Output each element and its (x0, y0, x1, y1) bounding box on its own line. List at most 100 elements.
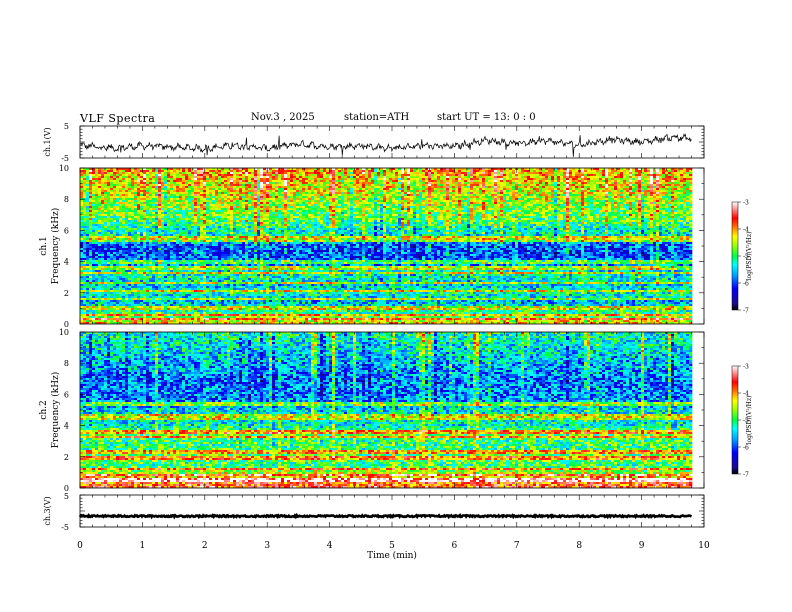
spectrogram-cell (143, 174, 147, 177)
spectrogram-cell (191, 208, 195, 211)
spectrogram-cell (563, 208, 567, 211)
spectrogram-cell (581, 168, 585, 171)
spectrogram-cell (113, 186, 117, 189)
spectrogram-cell (473, 208, 477, 211)
spectrogram-cell (122, 196, 126, 199)
spectrogram-cell (149, 182, 153, 185)
spectrogram-cell (206, 214, 210, 217)
spectrogram-cell (632, 170, 636, 173)
spectrogram-cell (299, 206, 303, 209)
spectrogram-cell (596, 188, 600, 191)
spectrogram-cell (350, 170, 354, 173)
spectrogram-cell (290, 198, 294, 201)
spectrogram-cell (467, 192, 471, 195)
spectrogram-cell (290, 174, 294, 177)
spectrogram-cell (236, 210, 240, 213)
spectrogram-cell (158, 184, 162, 187)
spectrogram-cell (284, 204, 288, 207)
spectrogram-cell (374, 198, 378, 201)
spectrogram-cell (500, 210, 504, 213)
spectrogram-cell (335, 200, 339, 203)
spectrogram-cell (383, 176, 387, 179)
spectrogram-cell (290, 182, 294, 185)
spectrogram-cell (416, 186, 420, 189)
spectrogram-cell (650, 208, 654, 211)
spectrogram-cell (353, 198, 357, 201)
spectrogram-cell (617, 190, 621, 193)
spectrogram-cell (371, 188, 375, 191)
spectrogram-cell (341, 186, 345, 189)
spectrogram-cell (191, 180, 195, 183)
spectrogram-cell (161, 168, 165, 171)
spectrogram-cell (272, 198, 276, 201)
spectrogram-cell (473, 180, 477, 183)
spectrogram-cell (275, 180, 279, 183)
spectrogram-cell (677, 204, 681, 207)
spectrogram-cell (110, 208, 114, 211)
spectrogram-cell (113, 188, 117, 191)
spectrogram-cell (629, 186, 633, 189)
spectrogram-cell (578, 168, 582, 171)
spectrogram-cell (341, 194, 345, 197)
spectrogram-cell (551, 168, 555, 171)
spectrogram-cell (80, 186, 84, 189)
spectrogram-cell (170, 200, 174, 203)
spectrogram-cell (173, 174, 177, 177)
spectrogram-cell (380, 184, 384, 187)
spectrogram-cell (410, 194, 414, 197)
spectrogram-cell (566, 188, 570, 191)
spectrogram-cell (479, 178, 483, 181)
spectrogram-cell (458, 210, 462, 213)
spectrogram-cell (410, 208, 414, 211)
spectrogram-cell (359, 210, 363, 213)
spectrogram-cell (542, 196, 546, 199)
spectrogram-cell (599, 174, 603, 177)
spectrogram-cell (428, 208, 432, 211)
spectrogram-cell (668, 198, 672, 201)
spectrogram-cell (494, 184, 498, 187)
spectrogram-cell (689, 182, 693, 185)
spectrogram-cell (539, 210, 543, 213)
spectrogram-cell (347, 182, 351, 185)
spectrogram-cell (182, 196, 186, 199)
spectrogram-cell (491, 172, 495, 175)
spectrogram-cell (569, 186, 573, 189)
spectrogram-cell (518, 168, 522, 171)
spectrogram-cell (383, 204, 387, 207)
spectrogram-cell (128, 170, 132, 173)
spectrogram-cell (158, 170, 162, 173)
spectrogram-cell (437, 182, 441, 185)
spectrogram-cell (401, 204, 405, 207)
spectrogram-cell (161, 178, 165, 181)
spectrogram-cell (107, 208, 111, 211)
spectrogram-cell (251, 200, 255, 203)
spectrogram-cell (203, 214, 207, 217)
spectrogram-cell (683, 212, 687, 215)
spectrogram-cell (431, 190, 435, 193)
spectrogram-cell (224, 188, 228, 191)
spectrogram-cell (320, 196, 324, 199)
spectrogram-cell (221, 182, 225, 185)
spectrogram-cell (221, 176, 225, 179)
spectrogram-cell (563, 200, 567, 203)
spectrogram-cell (359, 192, 363, 195)
spectrogram-cell (128, 182, 132, 185)
spectrogram-cell (500, 184, 504, 187)
spectrogram-cell (182, 168, 186, 171)
spectrogram-cell (305, 172, 309, 175)
spectrogram-cell (671, 170, 675, 173)
spectrogram-cell (527, 212, 531, 215)
spectrogram-cell (221, 180, 225, 183)
spectrogram-cell (149, 180, 153, 183)
spectrogram-cell (191, 176, 195, 179)
spectrogram-cell (92, 214, 96, 217)
spectrogram-cell (458, 182, 462, 185)
spectrogram-cell (518, 174, 522, 177)
spectrogram-cell (431, 168, 435, 171)
spectrogram-cell (626, 206, 630, 209)
spectrogram-cell (641, 180, 645, 183)
spectrogram-cell (296, 202, 300, 205)
spectrogram-cell (494, 202, 498, 205)
spectrogram-cell (392, 172, 396, 175)
spectrogram-cell (266, 168, 270, 171)
